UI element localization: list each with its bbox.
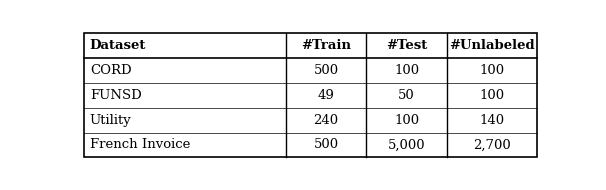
Text: 49: 49: [318, 89, 335, 102]
Text: French Invoice: French Invoice: [90, 139, 190, 151]
Text: FUNSD: FUNSD: [90, 89, 142, 102]
Text: Utility: Utility: [90, 114, 132, 127]
Text: 100: 100: [479, 89, 504, 102]
Text: 500: 500: [313, 64, 339, 77]
Text: #Train: #Train: [301, 39, 351, 52]
Text: 100: 100: [479, 64, 504, 77]
Text: #Unlabeled: #Unlabeled: [449, 39, 534, 52]
Text: 100: 100: [394, 114, 419, 127]
Text: 2,700: 2,700: [473, 139, 511, 151]
Text: CORD: CORD: [90, 64, 132, 77]
Text: 140: 140: [479, 114, 504, 127]
Text: Dataset: Dataset: [90, 39, 146, 52]
Text: 50: 50: [398, 89, 415, 102]
Text: 240: 240: [313, 114, 339, 127]
Text: 500: 500: [313, 139, 339, 151]
Text: 100: 100: [394, 64, 419, 77]
Bar: [84, 33, 537, 157]
Text: #Test: #Test: [386, 39, 427, 52]
Text: 5,000: 5,000: [388, 139, 425, 151]
